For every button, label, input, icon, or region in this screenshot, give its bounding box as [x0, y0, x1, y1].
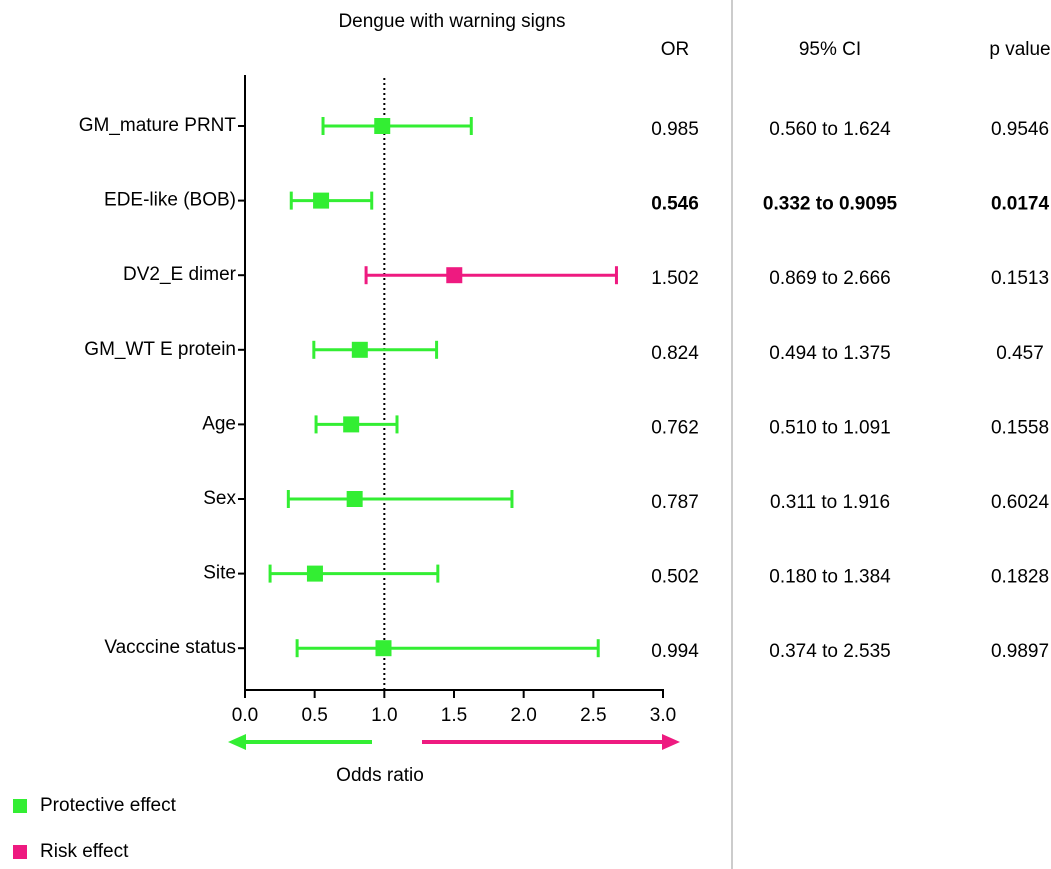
point: [306, 565, 323, 582]
p-value: 0.1828: [991, 567, 1049, 588]
p-value: 0.9897: [991, 641, 1049, 662]
error-bar: [289, 191, 374, 210]
ci-value: 0.332 to 0.9095: [763, 194, 898, 215]
y-tick-label: GM_WT E protein: [84, 339, 236, 360]
ci-value: 0.374 to 2.535: [769, 641, 891, 662]
point: [346, 491, 363, 507]
or-value: 0.546: [651, 194, 699, 215]
ci-value: 0.869 to 2.666: [769, 268, 891, 289]
risk-arrow: [422, 734, 680, 750]
p-value: 0.1558: [991, 417, 1049, 438]
or-value: 0.985: [651, 119, 699, 140]
ci-value: 0.311 to 1.916: [770, 492, 890, 513]
column-header: 95% CI: [799, 39, 861, 60]
chart-title: Dengue with warning signs: [338, 11, 565, 32]
x-tick-label: 2.5: [580, 705, 606, 726]
column-header: p value: [989, 39, 1050, 60]
legend-label: Protective effect: [40, 795, 177, 816]
point: [446, 267, 463, 284]
x-tick-label: 2.0: [510, 705, 536, 726]
or-value: 1.502: [651, 268, 699, 289]
y-tick-label: DV2_E dimer: [123, 264, 237, 285]
error-bar: [286, 490, 514, 508]
p-value: 0.6024: [991, 492, 1050, 513]
ci-value: 0.560 to 1.624: [769, 119, 891, 140]
error-bar: [268, 564, 440, 583]
p-value: 0.9546: [991, 119, 1049, 140]
y-tick-label: Site: [203, 563, 236, 584]
y-tick-label: Vacccine status: [104, 637, 236, 658]
x-tick-label: 3.0: [650, 705, 676, 726]
legend-swatch: [13, 845, 27, 859]
y-tick-label: Sex: [203, 488, 236, 509]
p-value: 0.1513: [991, 268, 1049, 289]
or-value: 0.762: [651, 417, 699, 438]
or-value: 0.824: [651, 343, 699, 364]
x-tick-label: 1.5: [441, 705, 467, 726]
protective-arrow: [228, 734, 372, 750]
column-header: OR: [661, 39, 690, 60]
point: [313, 192, 330, 209]
x-tick-label: 0.0: [232, 705, 258, 726]
point: [343, 416, 360, 433]
x-axis-label: Odds ratio: [336, 765, 424, 786]
y-tick-label: GM_mature PRNT: [79, 115, 237, 136]
x-tick-label: 1.0: [371, 705, 397, 726]
error-bar: [295, 639, 600, 658]
ci-value: 0.180 to 1.384: [769, 567, 891, 588]
y-tick-label: Age: [202, 413, 236, 434]
ci-value: 0.494 to 1.375: [769, 343, 891, 364]
error-bar: [312, 340, 439, 359]
point: [351, 341, 368, 358]
p-value: 0.0174: [991, 194, 1050, 215]
error-bar: [364, 266, 618, 285]
x-tick-label: 0.5: [301, 705, 327, 726]
y-tick-label: EDE-like (BOB): [104, 190, 236, 211]
error-bar: [321, 117, 473, 135]
p-value: 0.457: [996, 343, 1044, 364]
point: [374, 118, 391, 134]
ci-value: 0.510 to 1.091: [769, 417, 891, 438]
or-value: 0.994: [651, 641, 699, 662]
legend-swatch: [13, 799, 27, 813]
legend-label: Risk effect: [40, 841, 129, 862]
or-value: 0.502: [651, 567, 699, 588]
point: [375, 640, 392, 657]
or-value: 0.787: [651, 492, 699, 513]
